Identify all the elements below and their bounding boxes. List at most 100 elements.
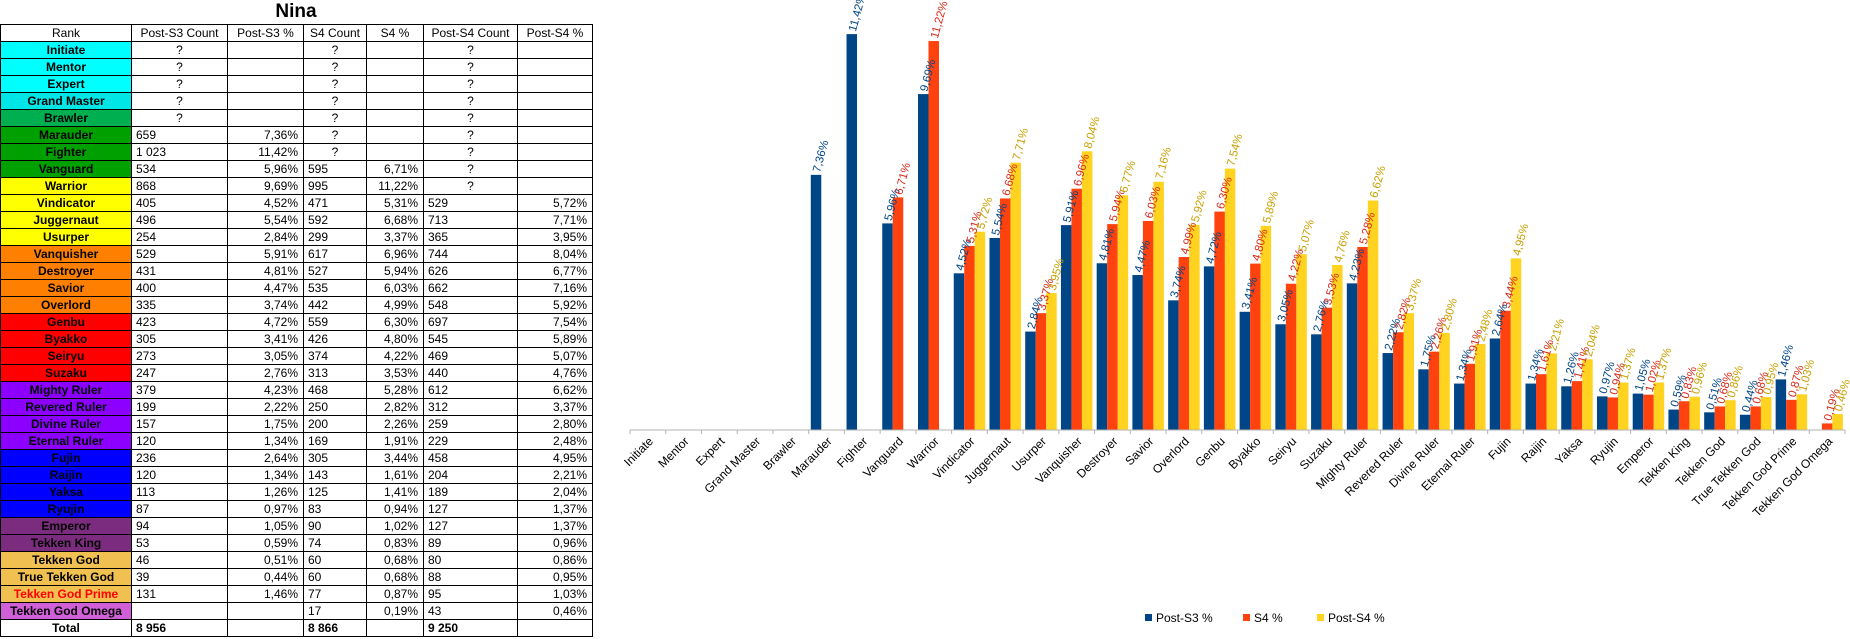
bar (1250, 263, 1261, 430)
bar (846, 34, 858, 431)
bar (1668, 409, 1679, 430)
bar (1189, 224, 1200, 430)
post-s4-count-cell: ? (423, 75, 518, 93)
post-s3-count-cell: 431 (131, 262, 228, 280)
bar (1653, 382, 1665, 430)
rank-cell: Brawler (0, 109, 132, 127)
bar (1096, 263, 1108, 430)
bar (1107, 224, 1118, 430)
post-s4-pct-cell: 4,95% (517, 449, 593, 467)
post-s4-pct-cell (517, 41, 593, 59)
bar (810, 174, 822, 430)
post-s3-pct-cell (227, 92, 304, 110)
bar-data-label: 1,03% (1797, 358, 1817, 393)
table-row: Destroyer 431 4,81% 527 5,94% 626 6,77% (0, 262, 593, 280)
bar (1010, 162, 1021, 430)
bar (1367, 200, 1379, 430)
s4-count-cell: 74 (303, 534, 367, 552)
bar (1546, 353, 1557, 430)
bar (1704, 412, 1715, 430)
table-row: Tekken God Omega 17 0,19% 43 0,46% (0, 602, 593, 620)
bar (1081, 151, 1093, 430)
table-row: Vanquisher 529 5,91% 617 6,96% 744 8,04% (0, 245, 593, 263)
s4-pct-cell: 6,30% (366, 313, 424, 331)
table-row: True Tekken God 39 0,44% 60 0,68% 88 0,95% (0, 568, 593, 586)
bar (1525, 383, 1536, 430)
table-row: Tekken God Prime 131 1,46% 77 0,87% 95 1,03% (0, 585, 593, 603)
bar (1464, 363, 1476, 430)
table-total-row: Total 8 956 8 866 9 250 (0, 619, 593, 637)
bar (1571, 381, 1583, 430)
s4-count-cell: 592 (303, 211, 367, 229)
s4-pct-cell: 3,53% (366, 364, 424, 382)
s4-pct-cell: 0,68% (366, 568, 424, 586)
post-s3-pct-total-cell (227, 619, 304, 637)
table-row: Seiryu 273 3,05% 374 4,22% 469 5,07% (0, 347, 593, 365)
table-row: Emperor 94 1,05% 90 1,02% 127 1,37% (0, 517, 593, 535)
table-row: Vanguard 534 5,96% 595 6,71%? (0, 160, 593, 178)
post-s3-pct-cell: 2,84% (227, 228, 304, 246)
s4-pct-cell: 5,31% (366, 194, 424, 212)
bar (1035, 313, 1047, 430)
bar (1311, 334, 1322, 430)
bar (1739, 414, 1751, 430)
bar (1489, 338, 1501, 430)
table-row: Revered Ruler 199 2,22% 250 2,82% 312 3,37% (0, 398, 593, 416)
rank-percentage-chart: 7,36%11,42%5,96%9,69%4,52%5,54%2,84%5,91… (621, 0, 1850, 625)
post-s4-pct-cell (517, 177, 593, 195)
bar-data-label: 5,89% (1261, 190, 1281, 225)
post-s4-pct-cell (517, 58, 593, 76)
bar (1178, 257, 1190, 430)
post-s3-pct-cell: 1,34% (227, 466, 304, 484)
post-s3-pct-cell: 11,42% (227, 143, 304, 161)
s4-count-cell: 90 (303, 517, 367, 535)
post-s3-count-cell: 157 (131, 415, 228, 433)
x-axis-ticks (629, 430, 1846, 434)
x-tick-label: Mentor (655, 434, 691, 470)
s4-pct-cell (366, 41, 424, 59)
post-s4-pct-cell: 4,76% (517, 364, 593, 382)
s4-count-cell: 60 (303, 551, 367, 569)
table-row: Divine Ruler 157 1,75% 200 2,26% 259 2,80% (0, 415, 593, 433)
rank-cell: Initiate (0, 41, 132, 59)
post-s4-pct-cell (517, 92, 593, 110)
post-s4-count-cell: ? (423, 177, 518, 195)
table-row: Vindicator 405 4,52% 471 5,31% 529 5,72% (0, 194, 593, 212)
table-header-row: Rank Post-S3 Count Post-S3 % S4 Count S4… (0, 24, 593, 42)
legend-label: Post-S4 % (1328, 611, 1385, 625)
s4-count-cell: ? (303, 126, 367, 144)
rank-cell: Marauder (0, 126, 132, 144)
s4-pct-cell: 2,26% (366, 415, 424, 433)
s4-pct-cell: 6,03% (366, 279, 424, 297)
post-s3-count-cell: 254 (131, 228, 228, 246)
bar-data-label: 1,37% (1654, 347, 1674, 382)
post-s3-count-cell: 131 (131, 585, 228, 603)
post-s4-pct-cell: 2,48% (517, 432, 593, 450)
s4-count-cell: 200 (303, 415, 367, 433)
legend-label: Post-S3 % (1156, 611, 1213, 625)
x-tick-label: Savior (1122, 434, 1156, 468)
rank-cell: Vanquisher (0, 245, 132, 263)
post-s4-pct-cell: 5,89% (517, 330, 593, 348)
bar-data-label: 11,22% (929, 0, 950, 40)
bar (1403, 313, 1415, 430)
post-s3-count-cell: 199 (131, 398, 228, 416)
rank-cell: Tekken King (0, 534, 132, 552)
post-s4-count-cell: 744 (423, 245, 518, 263)
table-row: Mighty Ruler 379 4,23% 468 5,28% 612 6,62% (0, 381, 593, 399)
post-s3-pct-cell (227, 109, 304, 127)
s4-pct-cell (366, 126, 424, 144)
s4-pct-cell (366, 75, 424, 93)
s4-count-cell: ? (303, 58, 367, 76)
table-row: Juggernaut 496 5,54% 592 6,68% 713 7,71% (0, 211, 593, 229)
x-tick-label: Raijin (1518, 434, 1549, 465)
s4-pct-cell: 6,96% (366, 245, 424, 263)
post-s3-count-cell: 379 (131, 381, 228, 399)
rank-cell: Warrior (0, 177, 132, 195)
post-s4-count-cell: 662 (423, 279, 518, 297)
post-s4-count-cell: 612 (423, 381, 518, 399)
post-s3-count-cell: 305 (131, 330, 228, 348)
post-s4-pct-cell: 0,96% (517, 534, 593, 552)
bar-data-label: 6,62% (1368, 165, 1388, 200)
post-s4-count-cell: ? (423, 109, 518, 127)
